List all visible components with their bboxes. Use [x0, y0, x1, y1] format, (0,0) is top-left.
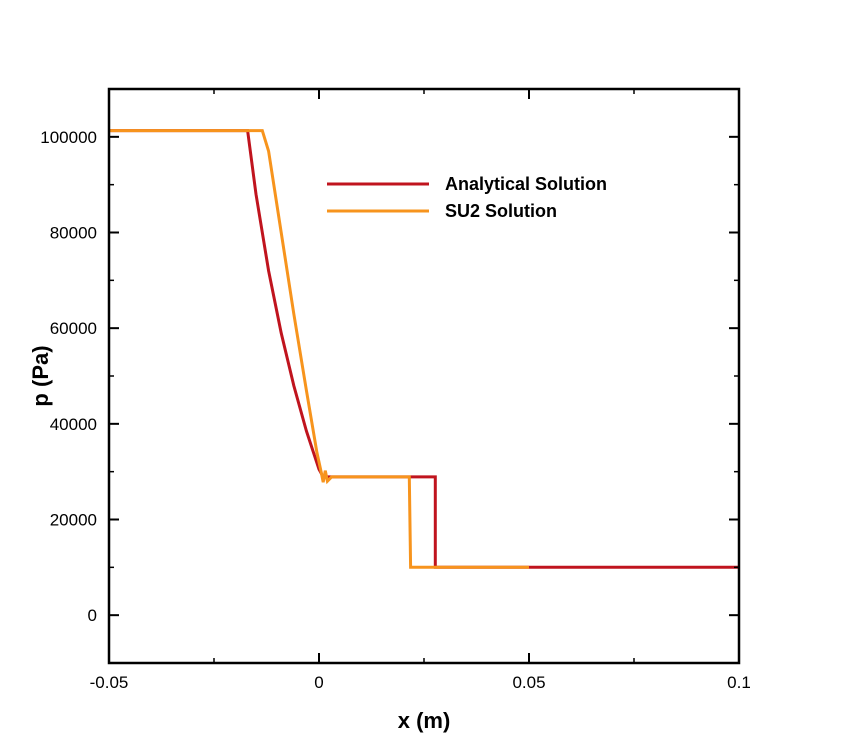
- x-axis-title: x (m): [398, 708, 451, 733]
- legend-label: SU2 Solution: [445, 201, 557, 221]
- y-tick-label: 40000: [50, 415, 97, 434]
- y-tick-label: 100000: [40, 128, 97, 147]
- series-line: [109, 129, 739, 569]
- y-axis-title: p (Pa): [28, 345, 53, 406]
- x-tick-label: 0: [314, 673, 323, 692]
- legend: Analytical Solution SU2 Solution: [327, 174, 607, 221]
- y-tick-label: 20000: [50, 511, 97, 530]
- y-tick-label: 60000: [50, 319, 97, 338]
- series-line: [109, 129, 529, 569]
- y-tick-label: 0: [88, 606, 97, 625]
- plot-frame: [107, 87, 741, 665]
- x-tick-label: 0.1: [727, 673, 751, 692]
- tick-group: -0.05 0 0.05 0.1 0 20000 40000 60000 80000 100000: [40, 89, 751, 692]
- x-tick-label: -0.05: [90, 673, 129, 692]
- x-tick-label: 0.05: [512, 673, 545, 692]
- series-group: [109, 129, 739, 569]
- legend-label: Analytical Solution: [445, 174, 607, 194]
- y-tick-label: 80000: [50, 224, 97, 243]
